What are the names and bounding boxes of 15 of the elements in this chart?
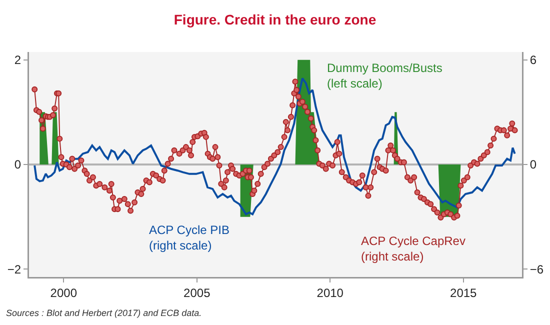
y-tick-label: 2: [14, 53, 22, 68]
y-tick-label: 0: [14, 158, 22, 172]
y2-tick-label: −6: [530, 262, 544, 276]
y2-tick-label: 0: [530, 158, 537, 172]
x-tick-label: 2010: [316, 286, 344, 300]
y2-tick-label: 6: [530, 53, 537, 68]
x-tick-label: 2015: [450, 286, 478, 300]
source-note: Sources : Blot and Herbert (2017) and ECB data.: [6, 308, 202, 318]
series-label: Dummy Booms/Busts (left scale): [327, 61, 442, 91]
series-label: ACP Cycle CapRev (right scale): [361, 234, 466, 264]
y-tick-label: −2: [7, 262, 22, 276]
x-tick-label: 2005: [184, 286, 211, 300]
series-label: ACP Cycle PIB (right scale): [149, 223, 230, 253]
chart-title: Figure. Credit in the euro zone: [174, 11, 376, 28]
x-tick-label: 2000: [50, 286, 78, 300]
